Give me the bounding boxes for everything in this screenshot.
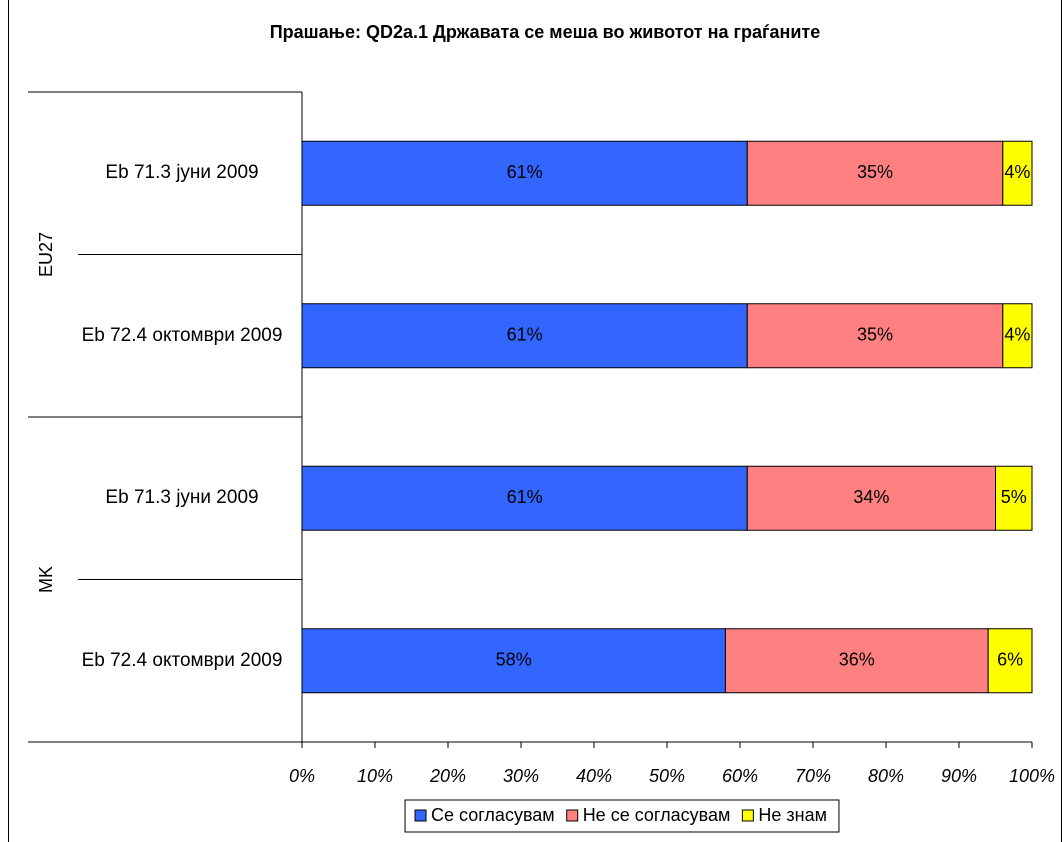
chart-border [8, 0, 1062, 842]
bar-segment [746, 465, 996, 531]
data-label: 35% [857, 162, 893, 182]
bar-segment [301, 628, 726, 694]
data-label: 4% [1004, 162, 1030, 182]
x-tick-label: 0% [289, 766, 315, 786]
bar-segment [746, 140, 1004, 206]
bar-segment [995, 465, 1033, 531]
x-tick-label: 50% [649, 766, 685, 786]
x-tick-label: 100% [1009, 766, 1055, 786]
legend-swatch [414, 809, 427, 822]
category-label: Eb 72.4 октомври 2009 [81, 649, 283, 671]
bar-segment [301, 303, 748, 369]
x-tick-label: 70% [795, 766, 831, 786]
legend-swatch [741, 809, 754, 822]
data-label: 61% [507, 162, 543, 182]
x-tick-label: 80% [868, 766, 904, 786]
data-label: 61% [507, 487, 543, 507]
data-label: 36% [839, 650, 875, 670]
chart-title: Прашање: QD2a.1 Државата се меша во живо… [270, 22, 821, 42]
bar-segment [1002, 303, 1033, 369]
x-tick-label: 30% [503, 766, 539, 786]
legend-label: Не знам [758, 805, 827, 825]
category-label: Eb 72.4 октомври 2009 [81, 324, 283, 346]
legend-swatch [566, 809, 579, 822]
category-label: Eb 71.3 јуни 2009 [105, 487, 259, 509]
x-tick-label: 60% [722, 766, 758, 786]
x-tick-label: 90% [941, 766, 977, 786]
legend-label: Се согласувам [431, 805, 555, 825]
category-label: Eb 71.3 јуни 2009 [105, 162, 259, 184]
x-tick-label: 40% [576, 766, 612, 786]
data-label: 4% [1004, 325, 1030, 345]
data-label: 35% [857, 325, 893, 345]
group-label: MK [36, 566, 56, 593]
x-tick-label: 20% [429, 766, 466, 786]
bar-segment [301, 140, 748, 206]
legend-box [404, 799, 840, 833]
bar-segment [746, 303, 1004, 369]
data-label: 58% [496, 650, 532, 670]
legend-label: Не се согласувам [583, 805, 731, 825]
data-label: 5% [1001, 487, 1027, 507]
data-label: 34% [853, 487, 889, 507]
group-label: EU27 [36, 232, 56, 277]
bar-segment [1002, 140, 1033, 206]
data-label: 61% [507, 325, 543, 345]
bar-segment [301, 465, 748, 531]
bar-segment [987, 628, 1033, 694]
x-tick-label: 10% [357, 766, 393, 786]
data-label: 6% [997, 650, 1023, 670]
